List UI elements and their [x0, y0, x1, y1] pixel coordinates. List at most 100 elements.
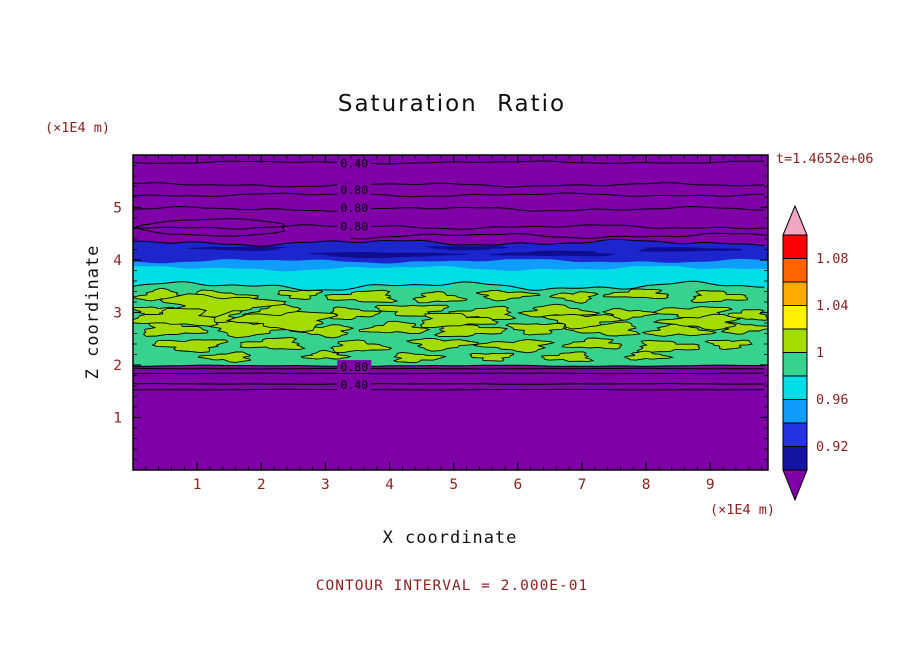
blob-contour: [476, 290, 541, 302]
band-edge-line: [133, 364, 765, 367]
plot-frame: [132, 154, 769, 471]
colorbar-segment: [782, 375, 808, 400]
blob-contour: [358, 320, 431, 335]
navy-streak: [422, 246, 510, 251]
blob-contour: [469, 352, 515, 362]
blob-contour: [324, 289, 399, 303]
blob-contour: [652, 313, 742, 331]
colorbar-label: 0.96: [816, 392, 849, 408]
colorbar-top-arrow: [782, 204, 808, 236]
x-axis-label: X coordinate: [383, 528, 518, 548]
colorbar-label: 1: [816, 345, 824, 361]
deep-blue-band: [133, 239, 768, 265]
colorbar-segment: [782, 422, 808, 447]
y-tick-label: 3: [113, 306, 122, 322]
contour-label: 0.80: [340, 201, 368, 215]
y-tick-label: 5: [113, 201, 122, 217]
y-tick-label: 1: [113, 411, 122, 427]
contour-label: 0.40: [340, 156, 368, 170]
contour-label-bg: [337, 219, 372, 233]
contour-label: 0.80: [340, 219, 368, 233]
contour-line: [133, 388, 765, 391]
contour-label-bg: [337, 201, 372, 215]
blob-contour: [197, 351, 252, 363]
contour-label: 0.40: [340, 378, 368, 392]
blob-contour: [505, 322, 566, 336]
x-tick-label: 4: [385, 477, 394, 493]
colorbar-segment: [782, 305, 808, 330]
contour-line: [133, 192, 765, 198]
y-tick-label: 2: [113, 358, 122, 374]
blob-contour: [419, 312, 500, 328]
colorbar-segment: [782, 352, 808, 377]
contour-label-bg: [337, 156, 372, 170]
colorbar-label: 0.92: [816, 439, 849, 455]
cyan-patch: [299, 285, 374, 294]
blob-contour: [433, 322, 509, 337]
colorbar: 1.08 1.04 1 0.96 0.92: [782, 204, 849, 502]
contour-line: [351, 232, 767, 240]
contour-line: [133, 182, 765, 188]
colorbar-segment: [782, 281, 808, 306]
contour-label-bg: [337, 183, 372, 197]
blob-contour: [623, 350, 674, 361]
contour-interval-caption: CONTOUR INTERVAL = 2.000E-01: [316, 578, 588, 594]
x-tick-label: 8: [642, 477, 651, 493]
contour-label: 0.80: [340, 183, 368, 197]
colorbar-bottom-arrow: [782, 469, 808, 502]
blob-contour: [636, 339, 701, 353]
x-tick-label: 2: [257, 477, 266, 493]
blob-contour: [329, 339, 393, 353]
blob-contour: [602, 288, 670, 300]
blob-contour: [392, 351, 448, 364]
x-axis-units: (×1E4 m): [710, 502, 775, 518]
blob-contour: [548, 291, 600, 304]
time-annotation: t=1.4652e+06: [776, 151, 874, 167]
blob-contour: [540, 313, 623, 330]
y-tick-labels: 1 2 3 4 5: [113, 201, 122, 427]
contour-line: [133, 367, 765, 370]
plot-area: 0.40 0.80 0.80 0.80 0.80 0.40: [133, 155, 768, 470]
plot-border: [132, 154, 769, 471]
band-edge-line: [133, 238, 765, 247]
blob-contour: [151, 339, 229, 354]
colorbar-label: 1.08: [816, 251, 849, 267]
contour-line: [133, 224, 765, 230]
blob-contour: [405, 337, 480, 352]
y-tick-label: 4: [113, 253, 122, 269]
y-axis-units: (×1E4 m): [45, 120, 110, 136]
blob-contour: [300, 349, 352, 360]
chart-title: Saturation Ratio: [338, 91, 566, 117]
colorbar-segment: [782, 328, 808, 353]
colorbar-segment: [782, 446, 808, 471]
x-tick-label: 9: [706, 477, 715, 493]
contour-line: [133, 160, 765, 165]
blob-contour: [564, 321, 642, 337]
blob-contour: [225, 310, 339, 333]
x-tick-label: 7: [578, 477, 587, 493]
navy-streak: [185, 246, 290, 252]
colorbar-segment: [782, 234, 808, 259]
blob-contour: [541, 351, 595, 362]
blob-contour: [411, 291, 468, 304]
navy-streak: [637, 247, 743, 252]
contour-loop: [133, 218, 286, 237]
colorbar-segment: [782, 258, 808, 283]
x-tick-label: 6: [513, 477, 522, 493]
blob-contour: [561, 337, 623, 350]
contour-label-bg: [337, 360, 372, 374]
blob-contour: [641, 323, 717, 337]
navy-streak: [306, 252, 470, 259]
navy-streak: [489, 250, 616, 257]
blob-contour: [690, 290, 748, 303]
contour-line: [133, 372, 765, 375]
colorbar-segment: [782, 399, 808, 424]
contour-label-bg: [337, 377, 372, 391]
blob-contour: [133, 307, 219, 327]
colorbar-label: 1.04: [816, 298, 849, 314]
cyan-patch: [497, 284, 559, 290]
blob-contour: [473, 339, 556, 354]
y-axis-label: Z coordinate: [83, 245, 103, 380]
